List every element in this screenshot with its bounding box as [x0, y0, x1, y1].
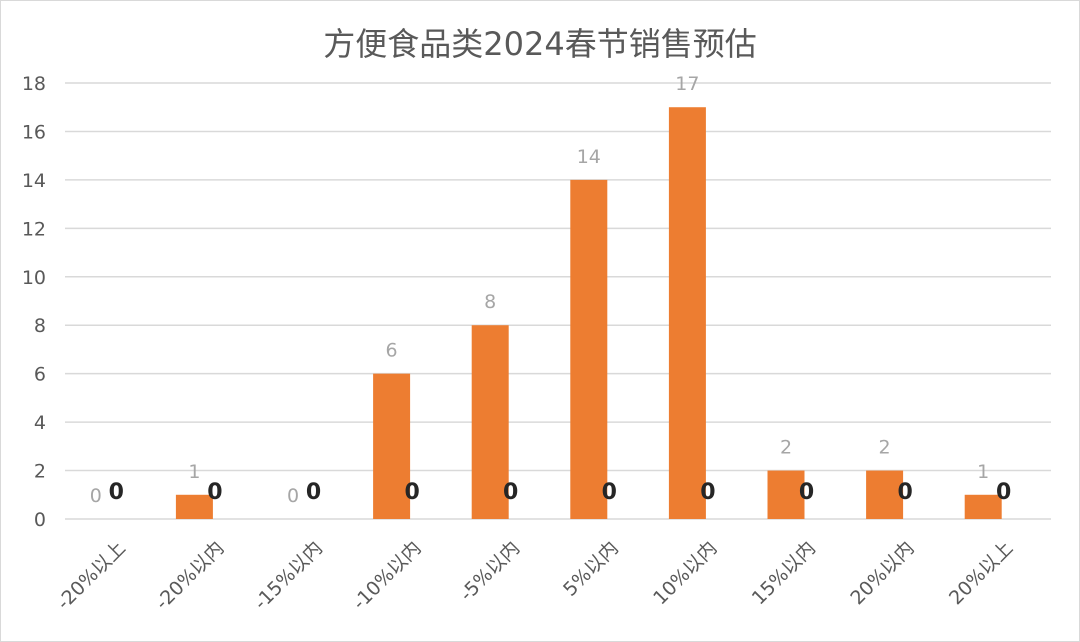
series2-value-label: 0: [996, 480, 1011, 505]
series2-value-label: 0: [306, 480, 321, 505]
y-tick-label: 14: [22, 170, 46, 192]
chart-title: 方便食品类2024春节销售预估: [323, 25, 757, 63]
bar-value-label: 2: [780, 437, 792, 459]
bar: [471, 325, 509, 519]
bar: [767, 470, 805, 519]
x-category-label: 10%以内: [649, 537, 721, 609]
bar: [866, 470, 904, 519]
y-tick-label: 6: [34, 364, 46, 386]
series2-value-label: 0: [700, 480, 715, 505]
bar: [668, 107, 706, 519]
series2-value-label: 0: [207, 480, 222, 505]
series2-value-label: 0: [799, 480, 814, 505]
x-category-label: 20%以上: [945, 537, 1017, 609]
y-tick-label: 8: [34, 315, 46, 337]
bar-value-label: 0: [90, 485, 102, 507]
x-category-label: 20%以内: [846, 537, 918, 609]
series2-value-label: 0: [109, 480, 124, 505]
y-tick-label: 12: [22, 218, 46, 240]
series2-value-label: 0: [602, 480, 617, 505]
y-tick-label: 16: [22, 121, 46, 143]
bar-value-label: 17: [675, 73, 699, 95]
series2-value-label: 0: [503, 480, 518, 505]
series2-value-label: 0: [897, 480, 912, 505]
x-category-label: 5%以内: [559, 537, 623, 601]
bar-value-label: 2: [879, 437, 891, 459]
series2-value-label: 0: [404, 480, 419, 505]
x-category-label: -20%以上: [53, 537, 130, 614]
y-tick-label: 18: [22, 73, 46, 95]
bar-value-label: 1: [188, 461, 200, 483]
bar: [175, 494, 213, 519]
bar: [373, 373, 411, 519]
bar-value-label: 8: [484, 291, 496, 313]
x-category-label: -15%以内: [250, 537, 327, 614]
bar: [964, 494, 1002, 519]
x-category-label: 15%以内: [748, 537, 820, 609]
bar-value-label: 0: [287, 485, 299, 507]
y-tick-label: 4: [34, 412, 46, 434]
bar-value-label: 6: [386, 340, 398, 362]
bar-value-label: 14: [577, 146, 601, 168]
x-category-label: -10%以内: [348, 537, 425, 614]
y-tick-label: 2: [34, 461, 46, 483]
x-category-label: -20%以内: [151, 537, 228, 614]
bar-value-label: 1: [977, 461, 989, 483]
bar: [570, 179, 608, 519]
y-tick-label: 10: [22, 267, 46, 289]
x-category-label: -5%以内: [456, 537, 525, 606]
y-tick-label: 0: [34, 509, 46, 531]
